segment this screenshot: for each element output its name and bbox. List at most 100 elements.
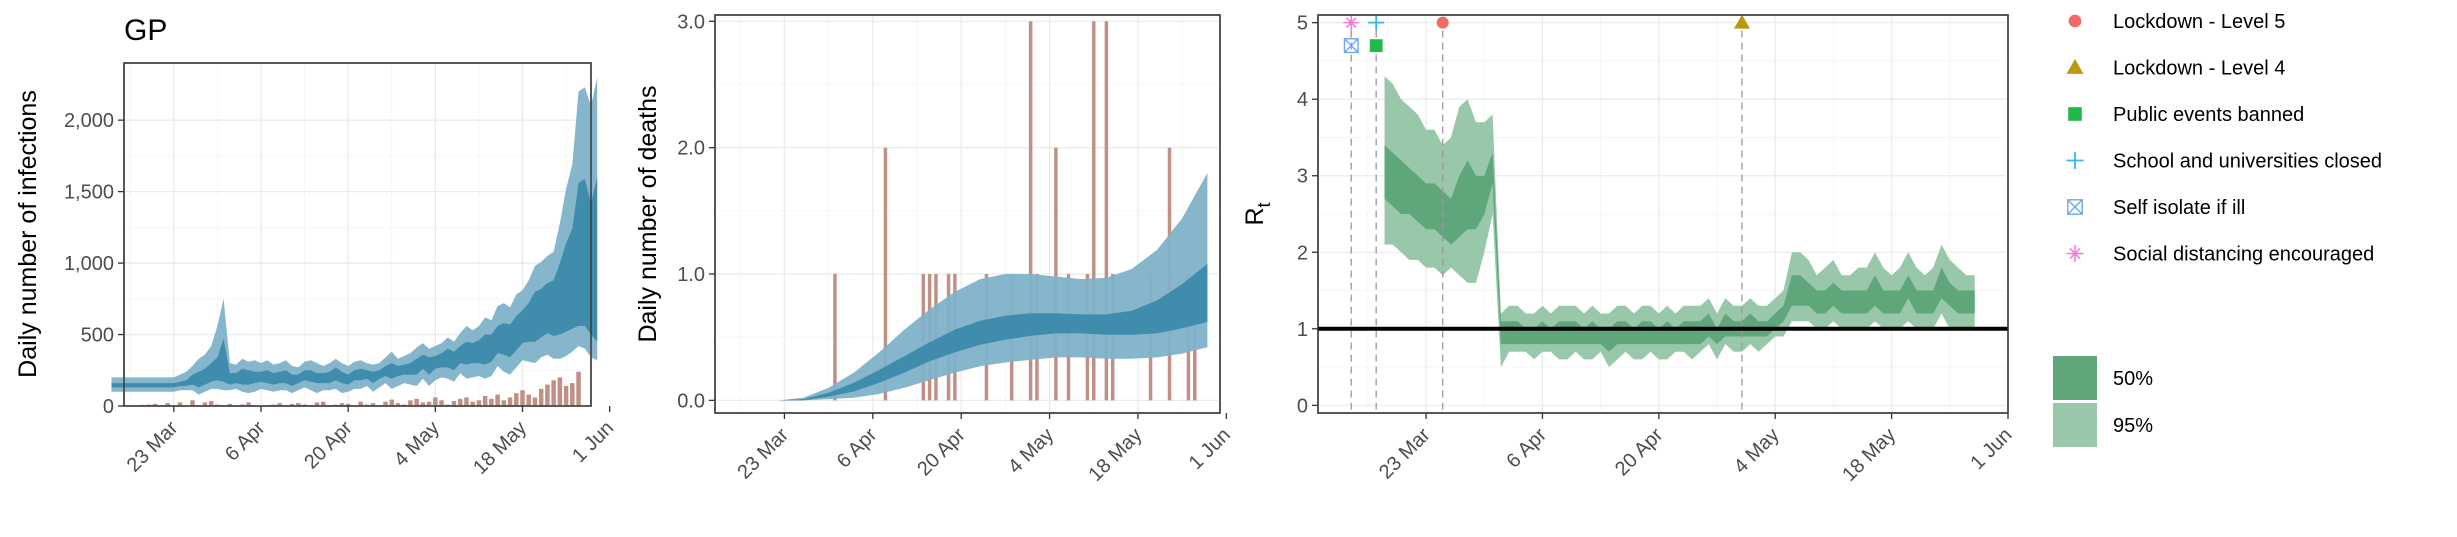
- ci-50-band: [778, 263, 1208, 401]
- square-marker: [1369, 39, 1383, 53]
- square-marker: [2068, 107, 2082, 121]
- y-tick-label: 1,500: [64, 182, 114, 204]
- y-tick-label: 2.0: [677, 138, 705, 160]
- bar: [495, 394, 500, 406]
- legend-item-label: Social distancing encouraged: [2113, 244, 2374, 266]
- bar: [426, 401, 432, 406]
- circle-marker: [2068, 14, 2082, 28]
- x-tick-label: 23 Mar: [733, 424, 793, 484]
- x-tick-label: 20 Apr: [1611, 424, 1668, 481]
- triangle-marker: [1733, 14, 1750, 29]
- infections-panel: GP 23 Mar 6 Apr 20 Apr 4 May 18 May 1 Jun 0 500…: [14, 14, 618, 479]
- y-tick-label: 500: [81, 325, 114, 347]
- bar: [227, 403, 233, 406]
- triangle-marker: [2066, 59, 2084, 74]
- infections-plot-border: [123, 62, 592, 407]
- bar: [532, 397, 538, 406]
- deaths-y-axis-title: Daily number of deaths: [634, 85, 662, 342]
- ci-50-band: [1384, 145, 1975, 352]
- boxcross-marker: [2067, 199, 2083, 215]
- legend-item-label: Public events banned: [2113, 104, 2304, 126]
- x-tick-label: 6 Apr: [221, 417, 270, 466]
- legend-ci-label: 50%: [2113, 368, 2153, 390]
- bar: [457, 398, 463, 406]
- deaths-panel: 23 Mar 6 Apr 20 Apr 4 May 18 May 1 Jun 0.0 1.0 2…: [634, 11, 1235, 486]
- bar: [408, 400, 413, 406]
- plus-marker: [2066, 152, 2084, 169]
- legend-ci-item: 95%: [2053, 403, 2153, 447]
- bar: [296, 403, 301, 406]
- asterisk-marker: [1343, 14, 1360, 31]
- legend: Lockdown - Level 5 Lockdown - Level 4 Publ…: [2053, 11, 2382, 447]
- infections-bars: [134, 371, 581, 406]
- legend-ci-swatch: [2053, 403, 2097, 447]
- y-tick-label: 3: [1297, 166, 1308, 188]
- asterisk-marker: [2066, 245, 2084, 262]
- bar: [451, 400, 457, 406]
- bar: [526, 394, 531, 406]
- legend-ci-item: 50%: [2053, 356, 2153, 400]
- bar: [833, 274, 837, 401]
- x-tick-label: 6 Apr: [833, 424, 882, 473]
- bar: [414, 398, 419, 406]
- boxcross-marker: [1343, 38, 1359, 54]
- rt-panel: 23 Mar 6 Apr 20 Apr 4 May 18 May 1 Jun012345 …: [1241, 13, 2017, 486]
- bar: [476, 400, 482, 406]
- bar: [215, 404, 220, 406]
- bar: [370, 403, 376, 406]
- bar: [445, 404, 451, 406]
- bar: [520, 390, 525, 406]
- bar: [576, 371, 581, 406]
- rt-bands: [1384, 76, 1975, 368]
- rt-plot-border: [1317, 14, 2009, 414]
- bar: [489, 398, 494, 406]
- bar: [401, 404, 407, 406]
- y-tick-label: 1: [1297, 319, 1308, 341]
- bar: [395, 403, 401, 406]
- bar: [1028, 21, 1033, 401]
- plus-marker: [1368, 14, 1385, 31]
- bar: [507, 397, 513, 406]
- bar: [551, 380, 556, 406]
- legend-item-label: Self isolate if ill: [2113, 197, 2245, 219]
- y-tick-label: 5: [1297, 13, 1308, 35]
- bar: [277, 403, 282, 406]
- bar: [464, 397, 469, 406]
- bar: [321, 401, 326, 406]
- rt-intervention-markers: [1343, 14, 1750, 413]
- x-tick-label: 23 Mar: [123, 417, 183, 477]
- bar: [538, 388, 544, 406]
- y-tick-label: 2: [1297, 242, 1308, 264]
- x-tick-label: 1 Jun: [568, 417, 618, 467]
- bar: [439, 400, 444, 406]
- legend-item: Self isolate if ill: [2067, 197, 2245, 219]
- bar: [177, 402, 183, 406]
- bar: [514, 393, 519, 406]
- bar: [345, 403, 351, 406]
- bar: [333, 404, 338, 406]
- bar: [246, 402, 251, 406]
- bar: [190, 400, 195, 406]
- rt-y-axis-title: Rt: [1241, 202, 1274, 225]
- bar: [358, 401, 363, 406]
- legend-ci-swatch: [2053, 356, 2097, 400]
- bar: [501, 400, 507, 406]
- legend-item-label: Lockdown - Level 4: [2113, 58, 2285, 80]
- bar: [883, 147, 888, 401]
- legend-item: Lockdown - Level 4: [2066, 58, 2285, 80]
- y-tick-label: 1.0: [677, 264, 705, 286]
- x-tick-label: 4 May: [1004, 424, 1058, 478]
- x-tick-label: 1 Jun: [1966, 424, 2016, 474]
- bar: [208, 400, 214, 406]
- bar: [545, 384, 550, 406]
- x-tick-label: 6 Apr: [1502, 424, 1551, 473]
- bar: [289, 403, 295, 406]
- y-tick-label: 0.0: [677, 390, 705, 412]
- legend-item: Lockdown - Level 5: [2068, 11, 2285, 33]
- x-tick-label: 1 Jun: [1185, 424, 1235, 474]
- y-tick-label: 0: [103, 396, 114, 418]
- legend-item: Social distancing encouraged: [2066, 244, 2374, 266]
- y-tick-label: 4: [1297, 89, 1308, 111]
- bar: [146, 404, 152, 406]
